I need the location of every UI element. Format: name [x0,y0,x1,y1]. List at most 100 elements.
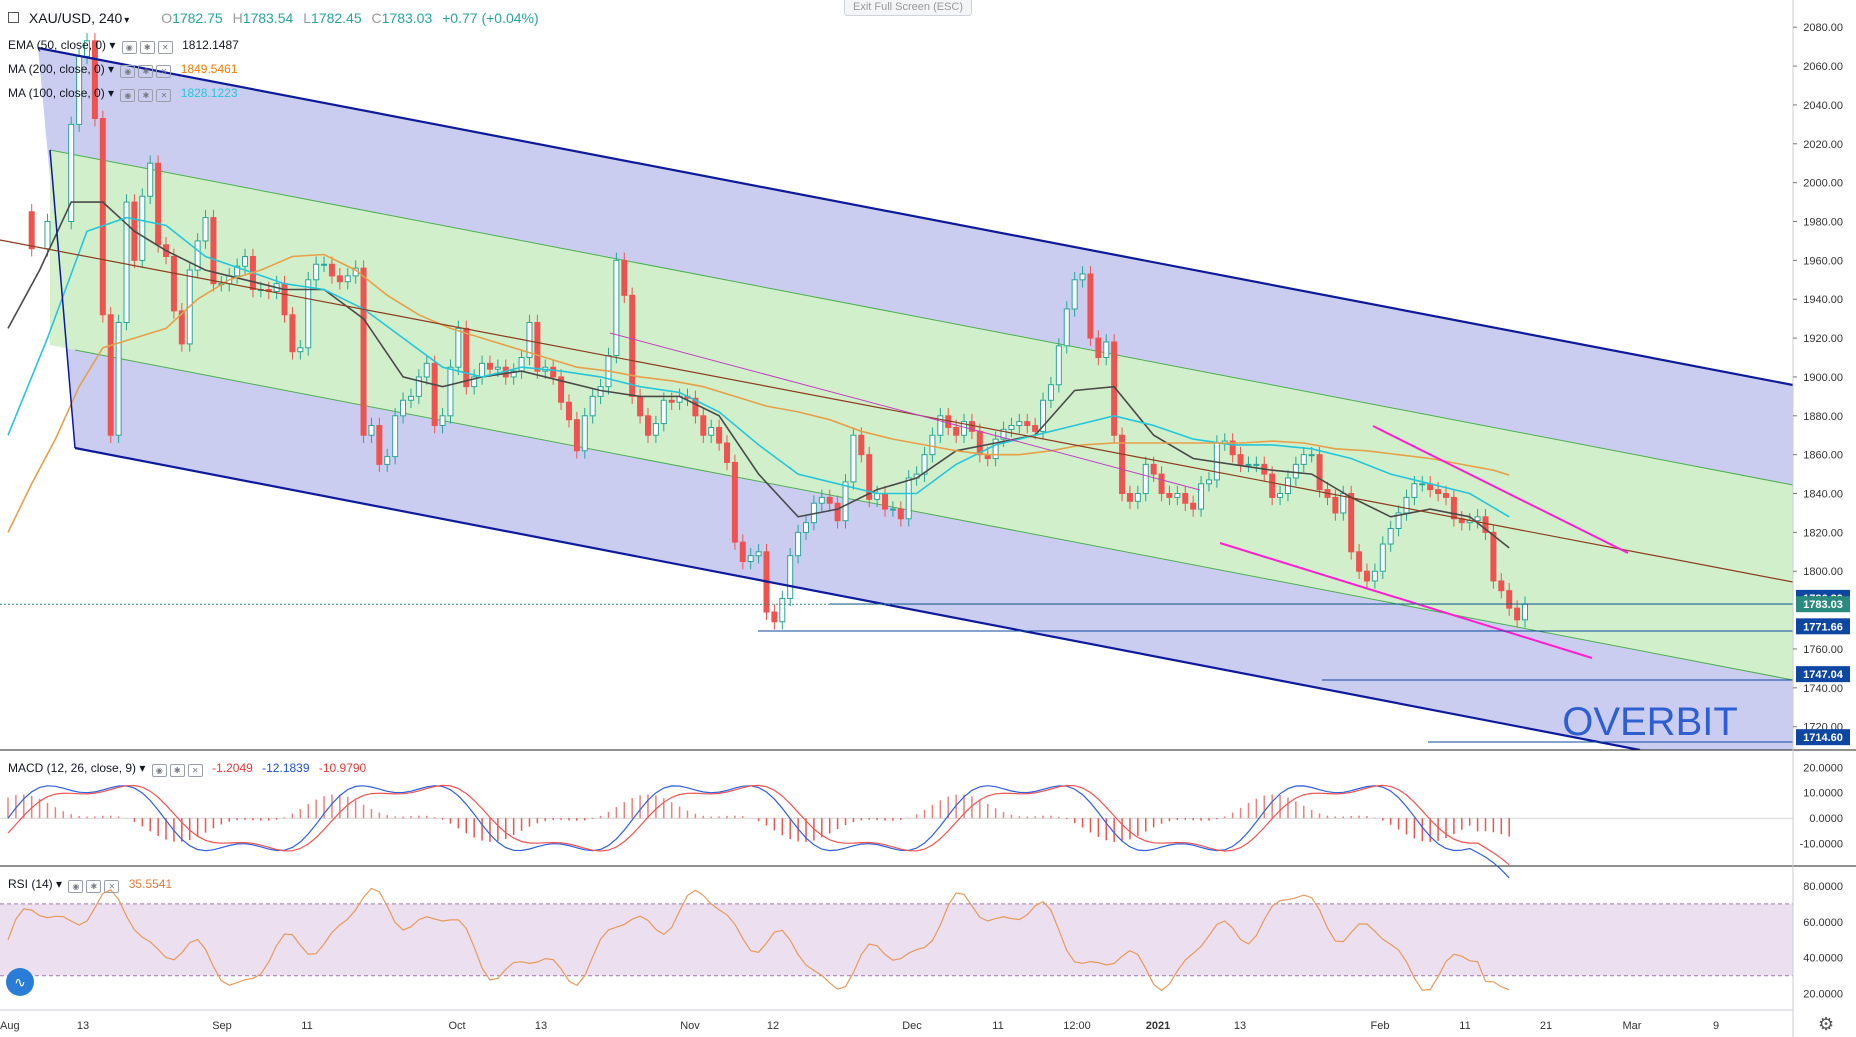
eye-icon[interactable]: ◉ [68,880,84,893]
candle-body [1474,516,1481,522]
candle-body [1229,440,1236,456]
rsi-tick-label: 20.0000 [1803,989,1843,1001]
price-tick-label: 1740.00 [1803,683,1843,695]
price-label-box [1796,596,1850,613]
time-tick-label: 13 [77,1020,89,1032]
candle-body [28,211,35,250]
candle-body [652,423,659,436]
candle-body [1245,463,1252,466]
macd-tick-label: 20.0000 [1803,762,1843,774]
chevron-down-icon[interactable]: ▾ [136,761,146,775]
chevron-down-icon[interactable]: ▾ [104,62,115,76]
eye-icon[interactable]: ◉ [120,65,136,78]
candle-body [1119,434,1126,495]
rsi-label[interactable]: RSI (14) [8,877,53,891]
candle-body [494,366,501,370]
candle-body [99,118,106,316]
price-label-box [1796,729,1850,746]
candle-body [44,221,51,250]
ema-legend: EMA (50, close, 0) ▾ ◉ ✱ ✕ 1812.1487 [8,38,239,54]
close-icon[interactable]: ✕ [156,89,172,102]
candle-body [328,263,335,277]
ma200-value: 1849.5461 [180,62,238,76]
close-icon[interactable]: ✕ [104,880,120,893]
candle-body [479,362,486,378]
candle-body [147,162,154,197]
candle-body [178,310,185,345]
collapse-icon[interactable] [8,12,19,23]
eye-icon[interactable]: ◉ [120,89,136,102]
chevron-down-icon[interactable]: ▾ [52,877,63,891]
price-tick-label: 1900.00 [1803,372,1843,384]
price-tick-label: 1920.00 [1803,333,1843,345]
gear-icon[interactable]: ✱ [138,89,154,102]
price-label-text: 1783.03 [1803,599,1843,611]
price-tick-label: 2000.00 [1803,178,1843,190]
macd-hist-value: -1.2049 [212,761,253,775]
exit-fullscreen-button[interactable]: Exit Full Screen (ESC) [844,0,973,16]
ma200-label[interactable]: MA (200, close, 0) [8,62,105,76]
time-tick-label: Dec [902,1020,922,1032]
price-label-text: 1747.04 [1803,669,1844,681]
candle-body [921,454,928,475]
candle-body [905,477,912,520]
wedge-upper-line [1372,425,1629,554]
thin-trend-line [609,332,1201,491]
candle-body [708,426,715,436]
macd-label[interactable]: MACD (12, 26, close, 9) [8,761,137,775]
price-tick-label: 2060.00 [1803,61,1843,73]
candle-body [194,240,201,271]
candle-body [107,314,114,436]
gear-icon[interactable]: ✱ [169,764,185,777]
candle-body [589,395,596,417]
candle-body [1126,493,1133,502]
candle-body [1087,273,1094,339]
candle-body [858,434,865,456]
rsi-line [7,887,1510,992]
time-tick-label: Sep [212,1020,232,1032]
candle-body [1079,273,1086,281]
candle-body [1158,473,1165,495]
price-tick-label: 2080.00 [1803,22,1843,34]
symbol-title[interactable]: XAU/USD, 240 [28,10,123,26]
chevron-down-icon[interactable]: ▾ [106,38,116,52]
candle-body [1000,428,1007,440]
candle-body [1419,483,1426,486]
price-tick-label: 1940.00 [1803,294,1843,306]
time-tick-label: Mar [1623,1020,1642,1032]
chevron-down-icon[interactable]: ▾ [124,15,130,26]
candle-body [1174,493,1181,498]
chevron-down-icon[interactable]: ▾ [104,86,115,100]
candle-body [447,366,454,417]
price-label-box [1796,618,1850,635]
close-icon[interactable]: ✕ [156,65,172,78]
settings-gear-icon[interactable]: ⚙ [1818,1014,1835,1034]
time-tick-label: 13 [535,1020,547,1032]
rsi-band-fill [0,903,1793,976]
ma100-label[interactable]: MA (100, close, 0) [8,86,105,100]
ma200-legend: MA (200, close, 0) ▾ ◉ ✱ ✕ 1849.5461 [8,62,238,78]
close-icon[interactable]: ✕ [157,41,173,54]
ema-label[interactable]: EMA (50, close, 0) [8,38,107,52]
candle-body [968,421,975,432]
eye-icon[interactable]: ◉ [151,764,167,777]
gear-icon[interactable]: ✱ [139,41,155,54]
open-label: O [161,10,173,26]
macd-legend: MACD (12, 26, close, 9) ▾ ◉ ✱ ✕ -1.2049 -1… [8,761,366,777]
price-tick-label: 1820.00 [1803,527,1843,539]
close-icon[interactable]: ✕ [187,764,203,777]
candle-body [1292,463,1299,479]
candle-body [123,201,130,324]
low-value: 1782.45 [311,10,362,26]
candle-body [360,267,367,436]
moving-average-3 [7,253,1510,533]
candle-body [1348,493,1355,553]
gear-icon[interactable]: ✱ [86,880,102,893]
candle-body [613,259,620,357]
eye-icon[interactable]: ◉ [121,41,137,54]
time-tick-label: 12:00 [1063,1020,1091,1032]
candle-body [1103,341,1110,359]
gear-icon[interactable]: ✱ [138,65,154,78]
tradingview-logo[interactable]: ∿ [6,968,34,996]
